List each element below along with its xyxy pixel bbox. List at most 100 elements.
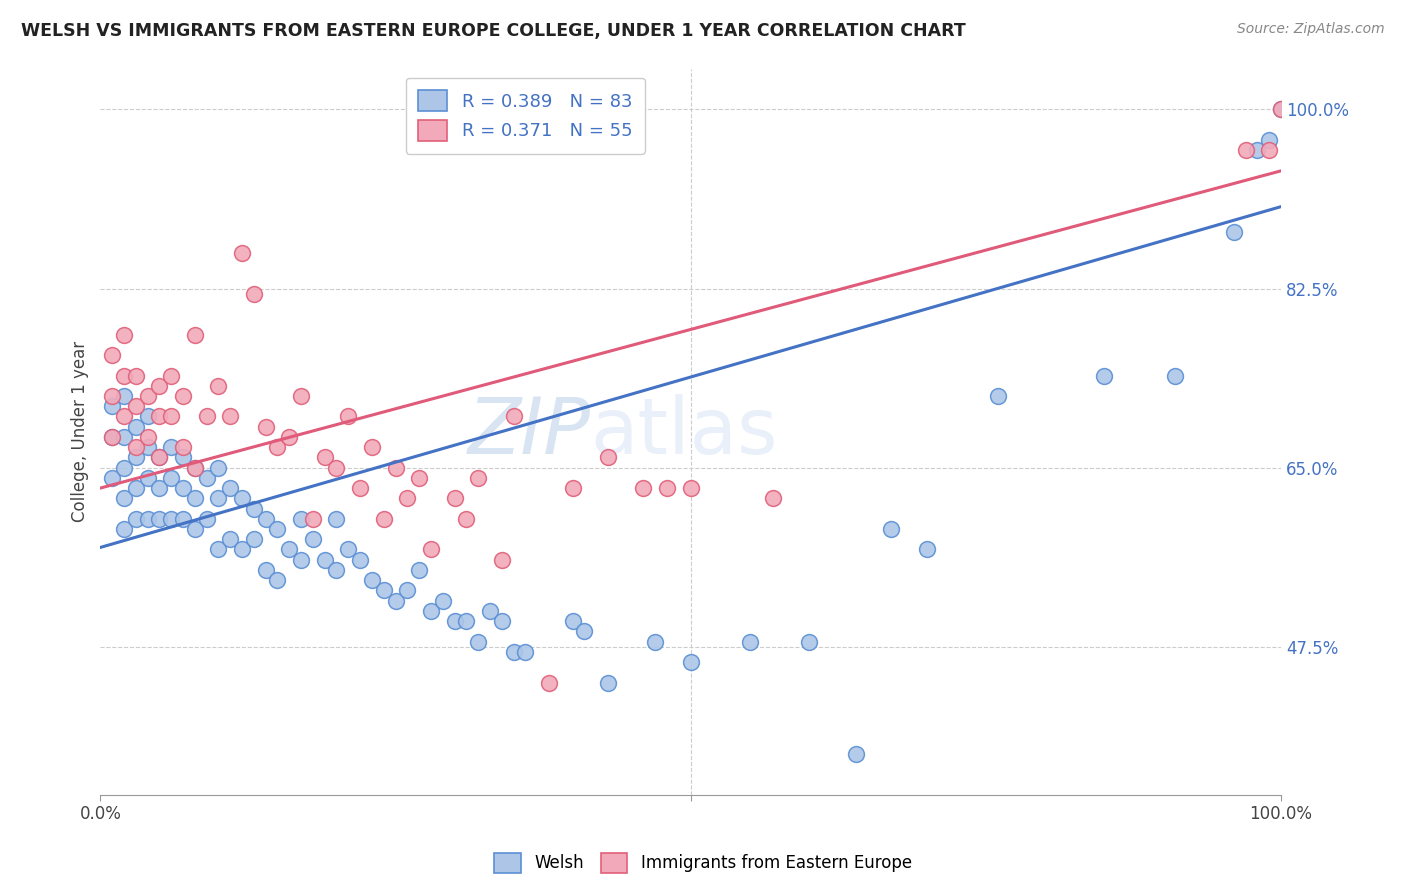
Legend: Welsh, Immigrants from Eastern Europe: Welsh, Immigrants from Eastern Europe [488,847,918,880]
Point [361,573,384,587]
Point [1258,144,1281,158]
Point [880,522,903,536]
Point [443,614,465,628]
Point [184,460,207,475]
Point [112,430,135,444]
Point [1222,225,1244,239]
Point [478,604,501,618]
Point [148,409,170,424]
Point [679,481,702,495]
Point [207,378,229,392]
Point [1163,368,1185,383]
Point [384,460,406,475]
Point [125,450,148,465]
Point [491,552,513,566]
Point [219,533,242,547]
Point [432,593,454,607]
Point [373,512,395,526]
Point [325,460,347,475]
Point [266,440,288,454]
Point [112,491,135,506]
Point [172,481,194,495]
Point [396,491,419,506]
Point [160,368,183,383]
Point [148,512,170,526]
Point [325,563,347,577]
Point [408,563,430,577]
Point [515,645,537,659]
Point [278,542,301,557]
Point [243,533,266,547]
Point [1092,368,1115,383]
Point [136,409,159,424]
Point [136,389,159,403]
Legend: R = 0.389   N = 83, R = 0.371   N = 55: R = 0.389 N = 83, R = 0.371 N = 55 [406,78,645,153]
Point [278,430,301,444]
Point [349,481,371,495]
Text: ZIP: ZIP [467,393,591,470]
Point [254,419,277,434]
Point [112,389,135,403]
Point [1270,103,1292,117]
Point [1258,133,1281,147]
Point [184,460,207,475]
Point [101,430,124,444]
Point [456,614,478,628]
Point [337,409,360,424]
Point [184,327,207,342]
Point [502,409,524,424]
Point [243,286,266,301]
Point [419,604,441,618]
Point [160,471,183,485]
Point [125,399,148,413]
Point [1234,144,1257,158]
Point [302,512,325,526]
Point [419,542,441,557]
Point [537,675,560,690]
Text: WELSH VS IMMIGRANTS FROM EASTERN EUROPE COLLEGE, UNDER 1 YEAR CORRELATION CHART: WELSH VS IMMIGRANTS FROM EASTERN EUROPE … [21,22,966,40]
Point [172,440,194,454]
Point [148,450,170,465]
Point [136,430,159,444]
Point [101,430,124,444]
Point [596,450,619,465]
Text: Source: ZipAtlas.com: Source: ZipAtlas.com [1237,22,1385,37]
Point [136,440,159,454]
Point [797,634,820,648]
Point [136,512,159,526]
Point [349,552,371,566]
Text: atlas: atlas [591,393,778,470]
Point [243,501,266,516]
Point [443,491,465,506]
Point [290,389,312,403]
Y-axis label: College, Under 1 year: College, Under 1 year [72,342,89,523]
Point [738,634,761,648]
Point [112,522,135,536]
Point [467,471,489,485]
Point [101,389,124,403]
Point [207,460,229,475]
Point [112,409,135,424]
Point [633,481,655,495]
Point [561,614,583,628]
Point [1270,103,1292,117]
Point [491,614,513,628]
Point [915,542,938,557]
Point [314,450,336,465]
Point [314,552,336,566]
Point [101,348,124,362]
Point [160,440,183,454]
Point [101,471,124,485]
Point [679,655,702,669]
Point [195,471,218,485]
Point [172,512,194,526]
Point [148,378,170,392]
Point [396,583,419,598]
Point [254,512,277,526]
Point [184,522,207,536]
Point [456,512,478,526]
Point [125,368,148,383]
Point [1246,144,1268,158]
Point [207,491,229,506]
Point [655,481,678,495]
